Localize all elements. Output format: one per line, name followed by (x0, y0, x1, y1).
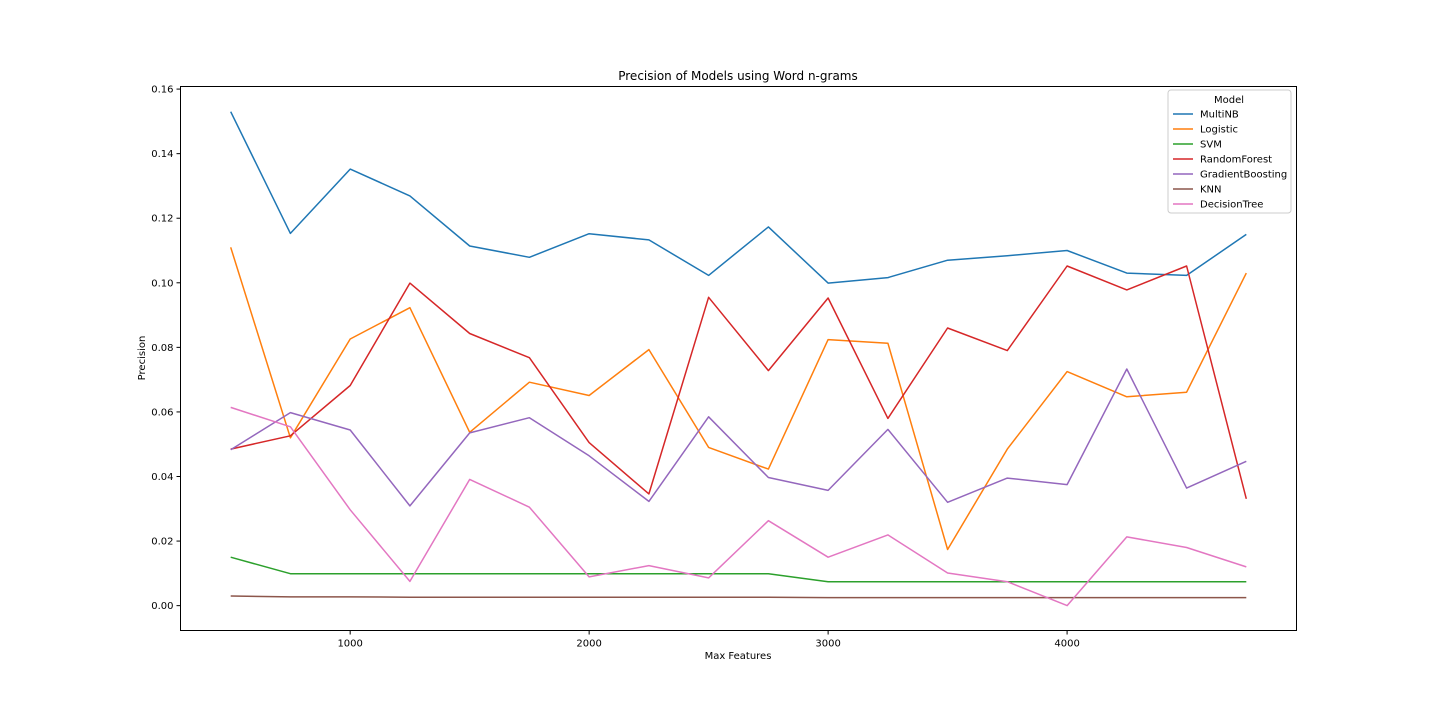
series-line-decisiontree (230, 406, 1247, 607)
x-tick-label: 3000 (815, 639, 840, 650)
series-line-randomforest (230, 265, 1248, 499)
y-tick-label: 0.04 (151, 472, 173, 483)
y-tick-label: 0.14 (151, 149, 173, 160)
y-tick-label: 0.08 (151, 343, 173, 354)
legend-title: Model (1214, 95, 1244, 106)
y-tick-label: 0.06 (151, 407, 173, 418)
x-axis-label: Max Features (705, 651, 772, 662)
plot-frame (180, 86, 1297, 631)
series-line-gradientboosting (230, 368, 1247, 507)
y-tick-label: 0.10 (151, 278, 173, 289)
legend-label-gradientboosting: GradientBoosting (1200, 170, 1287, 181)
series-line-logistic (229, 247, 1247, 551)
legend-label-knn: KNN (1200, 185, 1222, 196)
y-axis: 0.00 0.02 0.04 0.06 0.08 0.10 0.12 0.14 0.16 (151, 85, 181, 612)
legend-label-decisiontree: DecisionTree (1200, 200, 1263, 211)
series-line-multinb (230, 111, 1247, 284)
x-tick-label: 1000 (337, 639, 362, 650)
y-axis-label: Precision (137, 336, 148, 381)
y-tick-label: 0.16 (151, 85, 173, 96)
x-axis: 1000 2000 3000 4000 (337, 630, 1080, 650)
series-line-svm (230, 556, 1247, 583)
x-tick-label: 4000 (1054, 639, 1079, 650)
legend-label-logistic: Logistic (1200, 125, 1238, 136)
y-tick-label: 0.12 (151, 214, 173, 225)
chart-title: Precision of Models using Word n-grams (618, 69, 858, 83)
y-tick-label: 0.02 (151, 537, 173, 548)
series-line-knn (230, 595, 1247, 599)
legend: Model MultiNB Logistic SVM RandomForest Grad… (1167, 89, 1292, 214)
x-tick-label: 2000 (576, 639, 601, 650)
plot-area (229, 111, 1248, 607)
legend-label-multinb: MultiNB (1200, 110, 1239, 121)
legend-box (1167, 89, 1292, 214)
legend-label-svm: SVM (1200, 140, 1222, 151)
legend-label-randomforest: RandomForest (1200, 155, 1272, 166)
y-tick-label: 0.00 (151, 601, 173, 612)
